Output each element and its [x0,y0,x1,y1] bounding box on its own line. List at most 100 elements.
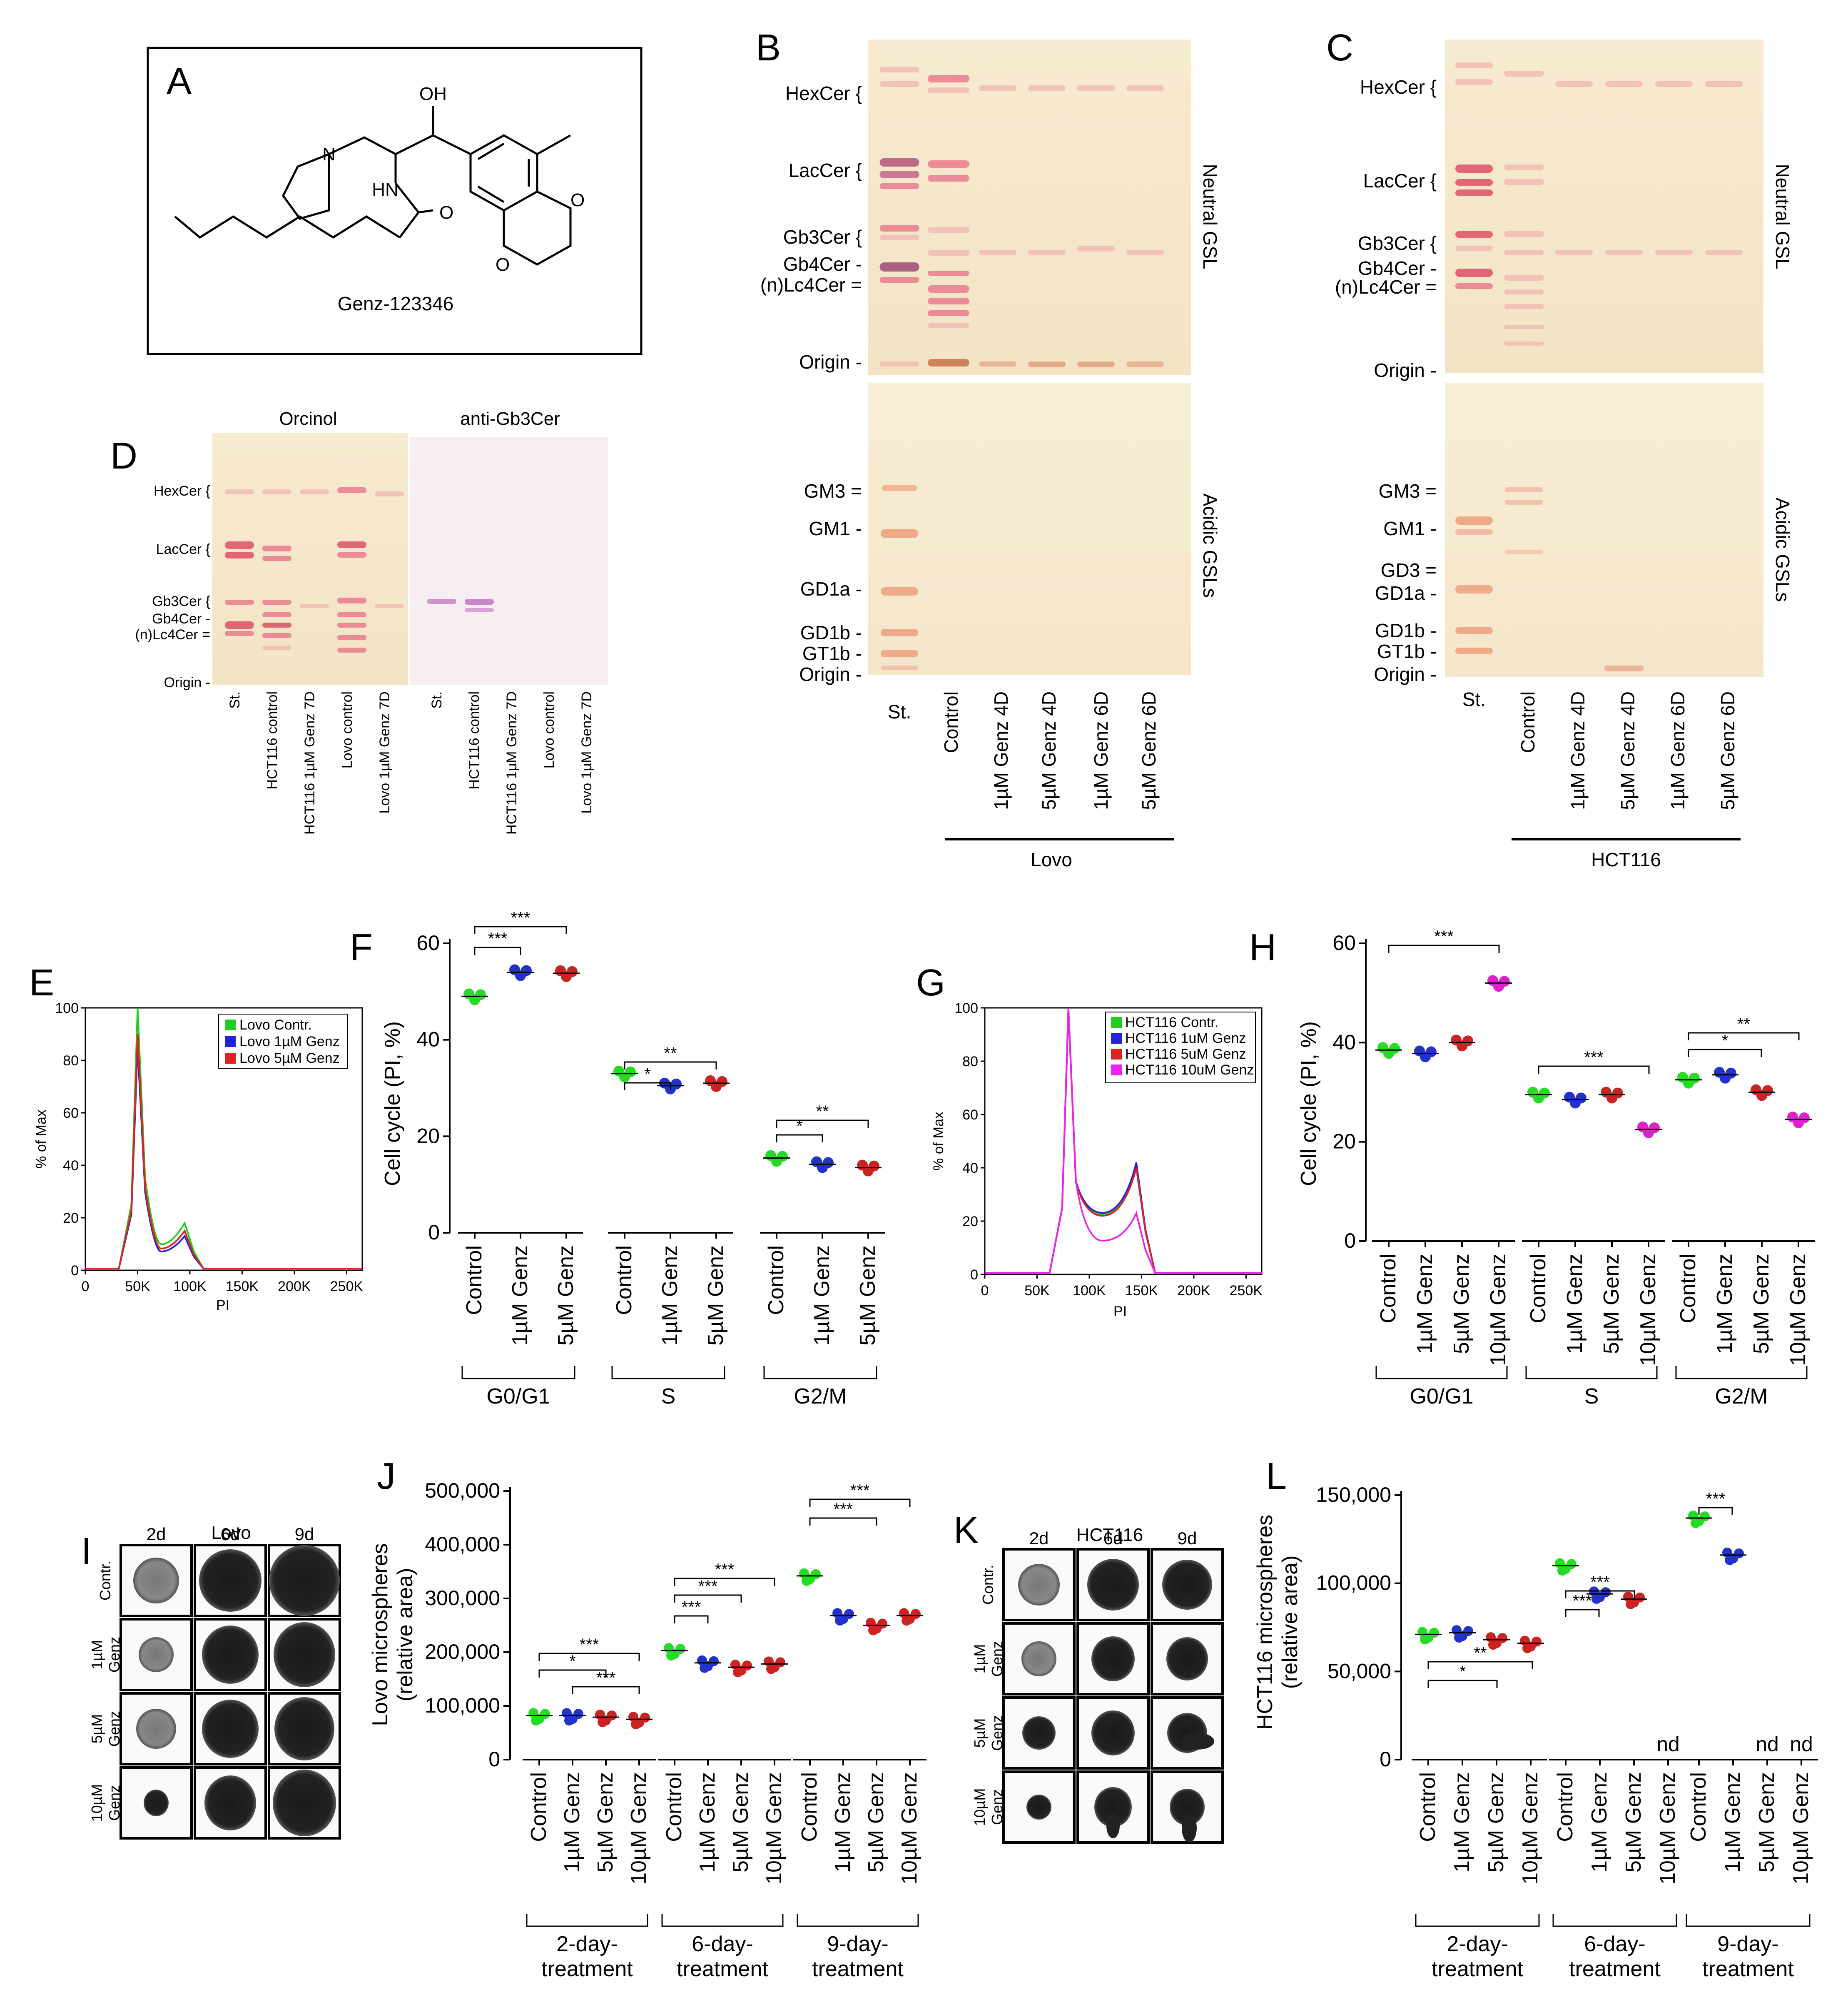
group-label-line: 9-day- [1717,1932,1778,1956]
data-point [1591,1594,1601,1604]
lane-label: Lovo control [541,691,557,768]
carbonyl-o-label: O [439,202,453,223]
hydroxyl-label: OH [419,84,447,104]
y-tick-label: 40 [962,1160,978,1176]
significance-label: * [569,1652,576,1670]
band-label: HexCer { [785,82,862,104]
x-tick-label: 250K [330,1279,364,1294]
tlc-band [879,158,919,167]
histogram-series [85,1007,362,1269]
x-tick-label: 5µM Genz [593,1772,618,1872]
group-label-line: treatment [1702,1957,1794,1981]
x-tick-label: 5µM Genz [1599,1254,1624,1354]
spheroid [144,1790,169,1816]
tlc-band [928,323,969,328]
tlc-band [337,612,366,617]
tlc-band [1605,250,1643,255]
tlc-b-neutral-labels: HexCer { LacCer { Gb3Cer { Gb4Cer - (n)L… [760,82,862,373]
band-label: Gb4Cer - [1358,257,1437,279]
data-point [868,1625,878,1635]
legend-label: HCT116 5uM Genz [1125,1046,1246,1062]
column-label: 2d [147,1524,166,1544]
x-tick-label: Control [1376,1254,1400,1324]
tlc-d-immuno-plate [410,437,608,685]
tlc-band [1028,250,1066,255]
tlc-band [427,599,456,604]
x-tick-label: Control [527,1772,551,1842]
x-tick-label: 10µM Genz [1656,1772,1680,1885]
row-label-line: 5µM [971,1718,988,1748]
x-tick-label: 5µM Genz [704,1245,728,1346]
spheroid [1022,1716,1056,1750]
spheroid [1018,1564,1060,1606]
data-point [625,1066,636,1077]
band-label: LacCer { [789,160,862,181]
tlc-band [1455,231,1493,238]
y-tick-label: 0 [488,1748,500,1771]
x-tick-label: 0 [82,1279,90,1294]
group-label: G0/G1 [486,1384,550,1409]
tlc-band [225,489,254,494]
tlc-band [1455,189,1493,196]
spheroid [1166,1637,1208,1680]
tlc-band [1504,325,1544,329]
band-label: GM3 = [1379,480,1437,502]
x-tick-label: 150K [1125,1283,1158,1299]
tlc-band [225,541,254,549]
significance-bracket [1538,1065,1650,1074]
significance-bracket [1688,1049,1762,1057]
cell-line-label: Lovo [1031,849,1072,870]
panel-label-c: C [1326,27,1353,69]
tlc-band [465,599,494,605]
group-label-line: 2-day- [1447,1932,1508,1956]
tlc-band [1504,304,1544,309]
spheroid [136,1709,176,1749]
column-label: 6d [221,1524,240,1544]
group-bracket [1375,1366,1508,1379]
data-point [742,1660,752,1671]
tlc-band [879,81,919,87]
x-tick-label: 100K [1073,1283,1106,1299]
group-label-line: G0/G1 [1410,1384,1473,1409]
tlc-d-lane-labels: St. HCT116 control HCT116 1µM Genz 7D Lo… [227,691,595,835]
significance-bracket [1427,1661,1533,1669]
band-label: Gb4Cer - [152,611,210,627]
group-label-line: S [1584,1384,1599,1409]
significance-bracket [674,1615,709,1623]
spheroid-grid-i: 2d 6d 9d Contr. 1µMGenz 5µMGenz 10µMGenz [88,1524,341,1840]
tlc-band [1555,250,1593,255]
lane-label: HCT116 1µM Genz 7D [302,691,318,835]
significance-bracket [1427,1680,1498,1688]
tlc-d-bands [225,487,494,653]
lane-label: St. [888,701,911,723]
histogram-g-frame [984,1007,1263,1275]
legend-swatch [1111,1033,1122,1044]
data-point [1557,1566,1567,1576]
significance-bracket [809,1517,877,1526]
tlc-band [262,556,291,561]
tlc-d-band-labels: HexCer { LacCer { Gb3Cer { Gb4Cer - (n)L… [135,483,210,691]
tlc-band [879,235,919,240]
x-tick-label: Control [1416,1772,1440,1842]
tlc-band [1505,487,1543,492]
tlc-band [881,587,918,596]
data-point [1389,1043,1400,1054]
lane-label: Lovo control [339,691,355,768]
y-tick-label: 20 [416,1124,440,1147]
legend-e: Lovo Contr. Lovo 1µM Genz Lovo 5µM Genz [218,1014,348,1069]
neutral-gsl-label: Neutral GSL [1199,164,1221,269]
tlc-c-bands [1455,62,1743,671]
x-tick-label: 200K [278,1279,311,1294]
x-tick-label: Control [1553,1772,1577,1842]
group-label-line: 6-day- [692,1932,753,1956]
x-tick-label: 250K [1230,1283,1263,1299]
data-point [1689,1072,1700,1084]
x-tick-label: 1µM Genz [810,1245,834,1346]
band-label: GD1b - [1375,620,1437,641]
lane-label: St. [227,691,243,709]
x-tick-label: 1µM Genz [695,1772,720,1872]
significance-bracket [1688,1032,1800,1040]
group-label-line: treatment [677,1957,768,1981]
tlc-band [1077,85,1115,91]
data-point [531,1715,541,1726]
